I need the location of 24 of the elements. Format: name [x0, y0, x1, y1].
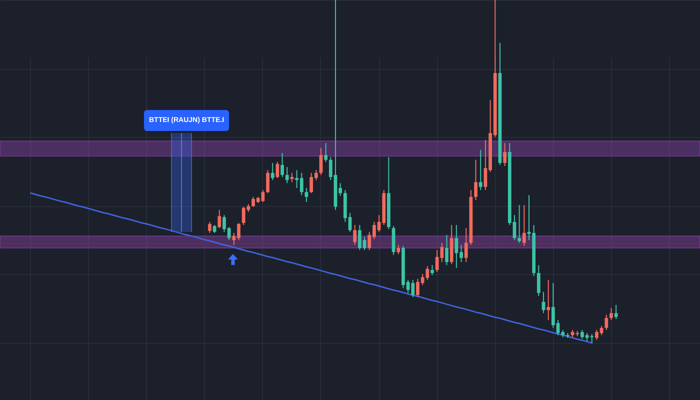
candlestick	[604, 314, 608, 330]
candlestick	[503, 142, 506, 167]
candlestick	[285, 166, 289, 184]
candlestick	[478, 149, 482, 191]
candlestick	[610, 308, 613, 321]
candlestick	[396, 244, 400, 255]
candlestick	[474, 159, 478, 200]
candlestick	[536, 264, 540, 297]
candlestick	[522, 204, 526, 246]
candlestick	[546, 279, 550, 321]
candlestick	[266, 170, 270, 194]
candlestick	[276, 161, 280, 179]
candlestick	[270, 162, 274, 181]
candlestick	[324, 142, 328, 162]
candlestick	[304, 187, 308, 203]
candlestick	[445, 234, 448, 266]
candlestick	[464, 228, 468, 263]
candlestick	[430, 264, 434, 276]
candlestick	[208, 221, 212, 234]
candlestick	[218, 209, 222, 229]
candlestick	[518, 204, 522, 244]
candlestick	[280, 152, 284, 178]
candlestick	[614, 304, 618, 320]
candlestick	[353, 224, 357, 246]
